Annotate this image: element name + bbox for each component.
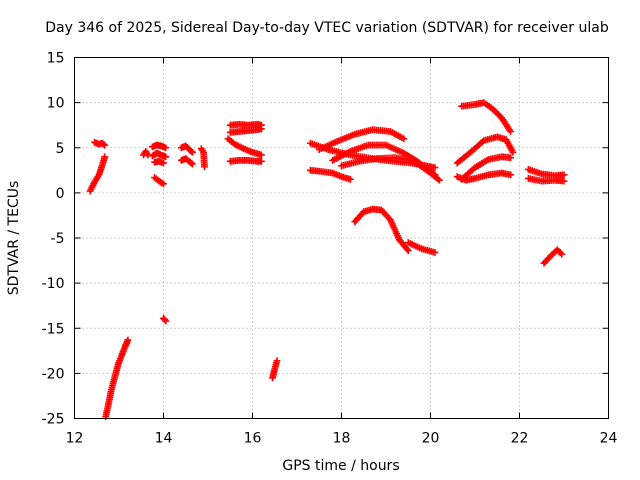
series-arc-16 — [226, 156, 265, 165]
series-arc-19 — [306, 166, 354, 183]
y-tick-label: 5 — [56, 141, 65, 157]
data-point — [404, 247, 412, 255]
series-arc-2 — [91, 138, 109, 149]
series-arc-15 — [224, 135, 265, 159]
data-point — [400, 135, 408, 143]
x-tick-label: 18 — [333, 431, 351, 447]
series-arc-7 — [151, 157, 167, 167]
y-tick-label: 10 — [47, 96, 65, 112]
series-arc-23 — [351, 205, 412, 255]
data-point — [431, 249, 439, 256]
track-marker — [385, 215, 393, 222]
y-tick-label: -25 — [42, 412, 65, 428]
data-point — [347, 175, 354, 183]
data-point — [101, 153, 109, 161]
series-arc-4 — [140, 147, 152, 159]
grid-layer — [74, 57, 609, 419]
y-tick-label: -20 — [42, 366, 65, 382]
series-arc-5 — [148, 141, 170, 152]
x-tick-label: 22 — [511, 431, 529, 447]
series-arc-1 — [86, 153, 109, 195]
data-point — [189, 148, 196, 156]
data-point — [436, 176, 443, 184]
data-point — [258, 157, 265, 165]
data-point — [162, 317, 170, 325]
series-arc-17 — [269, 357, 281, 382]
x-tick-label: 20 — [422, 431, 440, 447]
x-tick-label: 14 — [155, 431, 173, 447]
data-point — [431, 164, 439, 172]
tick-layer: 12 14 16 18 20 22 24 -25 -20 -15 -10 -5 0 5 10 15 — [42, 51, 618, 447]
track-marker — [161, 316, 169, 324]
data-point — [258, 151, 265, 159]
data-point — [189, 160, 196, 168]
series-arc-26 — [458, 153, 514, 183]
series-arc-9 — [160, 314, 170, 325]
series-arc-8 — [151, 174, 167, 188]
x-tick-label: 12 — [66, 431, 84, 447]
series-arc-10 — [177, 142, 196, 156]
series-arc-20 — [315, 126, 408, 153]
data-point — [162, 144, 170, 152]
data-point — [201, 163, 208, 171]
y-axis-label: SDTVAR / TECUs — [6, 181, 22, 296]
data-point — [101, 141, 109, 149]
series-arc-12 — [197, 145, 208, 171]
data-point — [160, 159, 167, 167]
series-arc-11 — [177, 155, 196, 168]
data-point — [144, 151, 152, 159]
data-layer — [86, 99, 568, 421]
y-tick-label: 15 — [47, 51, 65, 67]
series-arc-28 — [458, 99, 514, 135]
series-arc-13 — [226, 120, 265, 129]
data-point — [258, 125, 265, 133]
x-axis-label: GPS time / hours — [282, 458, 399, 474]
data-point — [560, 171, 568, 179]
data-point — [560, 177, 568, 185]
data-point — [124, 336, 132, 344]
y-tick-label: -10 — [42, 276, 65, 292]
x-tick-label: 24 — [600, 431, 618, 447]
series-arc-25 — [453, 169, 514, 184]
series-arc-14 — [226, 125, 265, 136]
series-arc-3 — [102, 336, 132, 421]
data-point — [507, 171, 514, 179]
x-tick-label: 16 — [244, 431, 262, 447]
series-arc-31 — [540, 246, 566, 267]
series-arc-30 — [525, 175, 568, 185]
series-arc-29 — [525, 166, 568, 180]
track-marker — [187, 147, 195, 155]
data-point — [160, 180, 167, 188]
data-point — [162, 153, 170, 161]
y-tick-label: -15 — [42, 321, 65, 337]
series-arc-24 — [404, 239, 439, 256]
track-marker — [187, 159, 195, 167]
data-point — [507, 128, 514, 135]
data-point — [558, 250, 566, 258]
data-point — [273, 357, 281, 365]
series-arc-22 — [338, 154, 443, 184]
data-point — [507, 154, 514, 162]
y-tick-label: 0 — [56, 186, 65, 202]
series-arc-27 — [453, 133, 517, 167]
y-tick-label: -5 — [51, 231, 65, 247]
data-point — [509, 148, 517, 156]
series-arc-6 — [148, 149, 170, 161]
chart-title: Day 346 of 2025, Sidereal Day-to-day VTE… — [45, 20, 609, 36]
track-marker — [100, 140, 107, 148]
